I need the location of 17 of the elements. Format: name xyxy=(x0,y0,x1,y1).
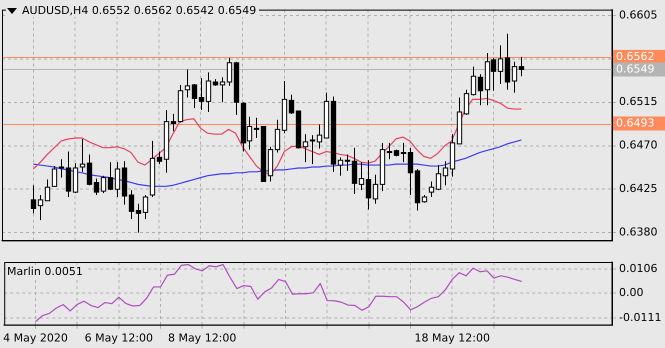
chart-title: Marlin 0.0051 xyxy=(7,265,83,278)
y-tick-label: 0.0106 xyxy=(619,262,658,275)
x-tick-label: 8 May 12:00 xyxy=(168,331,236,344)
y-tick-label: 0.6605 xyxy=(619,8,658,22)
ref-line-label: 0.6562 xyxy=(616,50,654,63)
y-tick-label: 0.6380 xyxy=(619,226,658,239)
x-tick-label: 6 May 12:00 xyxy=(84,331,154,344)
y-tick-label: 0.00 xyxy=(619,286,644,299)
ref-line-label: 0.6549 xyxy=(616,62,654,76)
x-tick-label: 18 May 12:00 xyxy=(414,331,490,344)
y-tick-label: 0.6515 xyxy=(619,95,658,108)
y-tick-label: -0.0111 xyxy=(619,311,662,324)
ref-line-label: 0.6493 xyxy=(616,116,654,130)
y-tick-label: 0.6425 xyxy=(619,182,658,196)
x-tick-label: 4 May 2020 xyxy=(3,331,68,344)
y-tick-label: 0.6470 xyxy=(619,138,658,152)
chart-title: AUDUSD,H4 0.6552 0.6562 0.6542 0.6549 xyxy=(22,4,256,17)
